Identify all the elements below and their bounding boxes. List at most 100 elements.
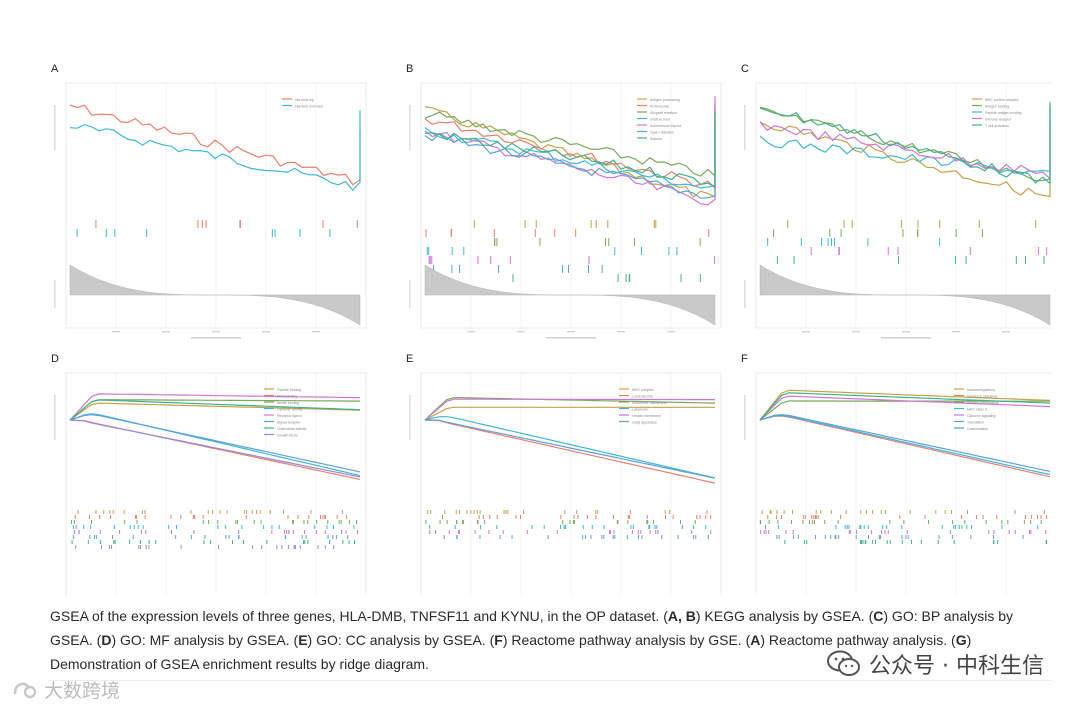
y-axis-title-mark [744,395,746,440]
legend-label: MHC class II [967,408,987,412]
caption-text: ) Reactome pathway analysis. ( [760,632,956,648]
legend-label: Cytokine signaling [967,414,995,418]
panel-label: A [51,63,59,75]
legend-label: Endosome membrane [632,401,666,405]
legend-label: Asthma [650,137,662,141]
axis-tick-mark [112,331,120,333]
y-axis-title-mark [409,280,411,308]
es-curve [759,415,1051,478]
axis-title-mark [881,337,931,339]
es-curve [424,419,716,484]
axis-tick-mark [312,331,320,333]
legend-label: Antigen presentation [967,401,999,405]
axis-tick-mark [162,331,170,333]
legend-label: MHC protein complex [985,98,1019,102]
wechat-icon [827,650,861,676]
caption-bold: D [101,632,112,648]
legend-label: Antigen processing [650,98,680,102]
es-curve [759,400,1050,421]
panel-label: F [741,353,748,365]
es-curve [69,399,361,421]
es-curve [424,112,716,188]
legend-label: MHC complex [632,388,654,392]
y-axis-title-mark [54,395,56,440]
axis-tick-mark [802,331,810,333]
caption-text: ) Demonstration of GSEA enrichment resul… [50,632,972,672]
caption-text: ) Reactome pathway analysis by GSE. ( [502,632,751,648]
es-curve [424,125,716,199]
panel-label: E [406,353,413,365]
watermark-text: 公众号 · 中科生信 [869,654,1044,679]
plot-frame [755,372,1052,595]
es-curve [69,419,361,480]
gsea-panel-f: F Immunoregulatory Interferon signaling Ant… [741,353,1052,595]
axis-title-mark [191,337,241,339]
y-axis-title-mark [744,280,746,308]
divider [48,680,1052,681]
legend-label: Graft vs host [650,118,670,122]
caption-text: ) GO: MF analysis by GSEA. ( [111,632,299,648]
legend-label: Receptor ligand [277,414,302,418]
es-curve [424,396,716,421]
legend-label: Costimulation [967,427,988,431]
es-curve [69,402,361,421]
es-curve [759,103,1051,175]
legend-label: Immune receptor [985,118,1012,122]
es-curve [759,389,1051,421]
es-curve [424,398,715,421]
es-curve [759,414,1051,476]
axis-tick-mark [517,331,525,333]
legend-label: Peptide antigen binding [985,111,1022,115]
es-curve [759,107,1051,185]
panel-label: D [51,353,59,365]
es-curve [69,399,360,421]
caption-text: ) KEGG analysis by GSEA. ( [695,608,874,624]
watermark-text: 大数跨境 [44,680,121,702]
legend-label: Interferon signaling [967,395,997,399]
es-curve [759,118,1051,181]
es-curve [424,419,716,479]
legend-label: Golgi apparatus [632,421,657,425]
gsea-panel-a: A Hla-dmb sig Hla-dmb enriched [51,63,367,339]
caption-text: ) GO: BP analysis by GSEA. ( [50,608,1014,648]
caption-bold: A [750,632,761,648]
gsea-panel-c: C MHC protein complex Antigen binding Pepti… [741,63,1052,339]
legend-label: Allograft rejection [650,111,677,115]
legend-label: MHC binding [277,395,297,399]
es-curve [424,102,716,190]
axis-tick-mark [567,331,575,333]
legend-label: Cytokine activity [277,408,303,412]
legend-label: Peptide binding [277,388,301,392]
y-axis-title-mark [409,395,411,440]
ranked-metric [759,264,1051,326]
axis-tick-mark [617,331,625,333]
es-curve [424,416,716,479]
axis-tick-mark [852,331,860,333]
gsea-panel-d: D Peptide binding MHC binding Amide binding… [51,353,367,595]
gsea-panels: A Hla-dmb sig Hla-dmb enriched B Antigen pro… [51,63,1052,595]
axis-tick-mark [902,331,910,333]
panel-label: C [741,63,749,75]
figure-caption: GSEA of the expression levels of three g… [50,604,1050,676]
es-curve [69,110,361,192]
legend-label: T cell activation [985,124,1009,128]
axis-tick-mark [212,331,220,333]
panel-label: B [406,63,413,75]
caption-bold: G [955,632,967,648]
es-curve [69,104,361,186]
logo-icon [13,682,37,698]
y-axis-title-mark [54,105,56,150]
es-curve [424,107,716,178]
legend-label: Lumenal side [632,395,653,399]
legend-label: Amide binding [277,401,299,405]
gsea-panel-b: B Antigen processing Proteasome Allograft r… [406,63,722,339]
es-curve [69,414,361,473]
y-axis-title-mark [744,105,746,150]
legend-label: Signal receptor [277,421,301,425]
axis-tick-mark [467,331,475,333]
caption-text: ) GO: CC analysis by GSEA. ( [307,632,495,648]
es-curve [759,414,1051,472]
es-curve [69,413,361,477]
caption-bold: F [494,632,503,648]
legend-label: Vesicle membrane [632,414,661,418]
